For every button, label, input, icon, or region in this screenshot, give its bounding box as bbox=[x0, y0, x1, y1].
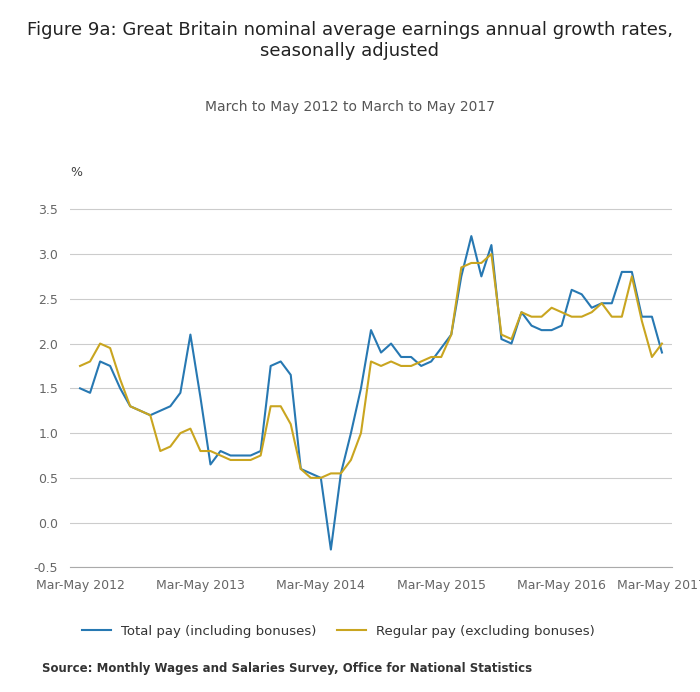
Regular pay (excluding bonuses) bbox=[387, 357, 395, 365]
Regular pay (excluding bonuses) bbox=[307, 474, 315, 482]
Legend: Total pay (including bonuses), Regular pay (excluding bonuses): Total pay (including bonuses), Regular p… bbox=[76, 620, 600, 644]
Line: Regular pay (excluding bonuses): Regular pay (excluding bonuses) bbox=[80, 254, 662, 478]
Total pay (including bonuses) bbox=[76, 384, 84, 392]
Text: Figure 9a: Great Britain nominal average earnings annual growth rates,
seasonall: Figure 9a: Great Britain nominal average… bbox=[27, 21, 673, 60]
Text: %: % bbox=[70, 166, 82, 179]
Regular pay (excluding bonuses) bbox=[226, 456, 234, 464]
Text: March to May 2012 to March to May 2017: March to May 2012 to March to May 2017 bbox=[205, 100, 495, 114]
Total pay (including bonuses) bbox=[96, 357, 104, 365]
Regular pay (excluding bonuses) bbox=[76, 362, 84, 370]
Total pay (including bonuses) bbox=[658, 348, 666, 356]
Regular pay (excluding bonuses) bbox=[658, 339, 666, 347]
Regular pay (excluding bonuses) bbox=[96, 339, 104, 347]
Regular pay (excluding bonuses) bbox=[166, 442, 174, 450]
Total pay (including bonuses) bbox=[517, 308, 526, 316]
Regular pay (excluding bonuses) bbox=[517, 308, 526, 316]
Line: Total pay (including bonuses): Total pay (including bonuses) bbox=[80, 236, 662, 549]
Total pay (including bonuses) bbox=[226, 451, 234, 459]
Regular pay (excluding bonuses) bbox=[487, 250, 496, 258]
Regular pay (excluding bonuses) bbox=[136, 407, 144, 415]
Total pay (including bonuses) bbox=[327, 545, 335, 554]
Total pay (including bonuses) bbox=[166, 402, 174, 410]
Total pay (including bonuses) bbox=[467, 232, 475, 240]
Total pay (including bonuses) bbox=[136, 407, 144, 415]
Text: Source: Monthly Wages and Salaries Survey, Office for National Statistics: Source: Monthly Wages and Salaries Surve… bbox=[42, 662, 532, 675]
Total pay (including bonuses) bbox=[387, 339, 395, 347]
